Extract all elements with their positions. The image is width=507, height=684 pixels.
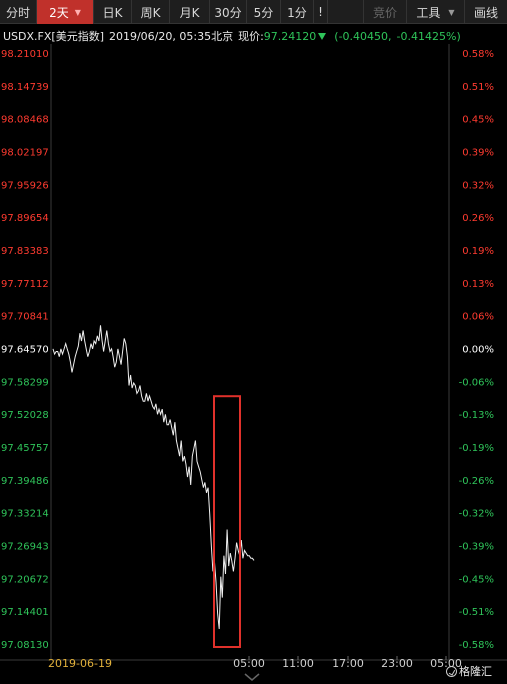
price-label: 现价: <box>238 30 264 43</box>
more-button[interactable]: ! <box>314 0 328 24</box>
tab-day-k[interactable]: 日K <box>94 0 132 24</box>
draw-line-button[interactable]: 画线 <box>465 0 507 24</box>
tab-timeshare-label: 分时 <box>5 5 30 20</box>
x-tick-label: 17:00 <box>332 657 364 670</box>
pct-tick-label: -0.13% <box>459 410 494 421</box>
intraday-price-chart[interactable]: 98.21010 0.58% 98.14739 0.51% 98.08468 0.45% 9… <box>0 44 507 680</box>
y-tick-label: 97.95926 <box>1 180 49 191</box>
tab-30min-label: 30分 <box>214 5 242 20</box>
tools-dropdown[interactable]: 工具 ▼ <box>407 0 465 24</box>
pct-tick-label: -0.19% <box>459 443 494 454</box>
price-change: (-0.40450, <box>334 29 392 43</box>
toolbar-spacer <box>328 0 363 23</box>
y-tick-label: 97.14401 <box>1 607 49 618</box>
pct-tick-label: 0.00% <box>462 345 494 356</box>
tab-month-k[interactable]: 月K <box>170 0 210 24</box>
price-line <box>52 325 255 630</box>
pct-tick-label: 0.06% <box>462 312 494 323</box>
tab-5min[interactable]: 5分 <box>247 0 281 24</box>
tab-1min[interactable]: 1分 <box>281 0 314 24</box>
pct-tick-label: -0.32% <box>459 509 494 520</box>
pct-tick-label: -0.51% <box>459 607 494 618</box>
y-tick-label: 97.20672 <box>1 574 49 585</box>
x-tick-label: 2019-06-19 <box>48 657 112 670</box>
auction-label: 竞价 <box>372 5 397 20</box>
quote-datetime: 2019/06/20, 05:35北京 <box>108 30 234 43</box>
pct-tick-label: 0.39% <box>462 147 494 158</box>
y-tick-label: 98.21010 <box>1 49 49 60</box>
auction-button[interactable]: 竞价 <box>363 0 407 24</box>
x-tick-label: 11:00 <box>282 657 314 670</box>
tab-30min[interactable]: 30分 <box>210 0 247 24</box>
x-tick-label: 23:00 <box>381 657 413 670</box>
tab-week-k[interactable]: 周K <box>132 0 170 24</box>
pct-tick-label: 0.32% <box>462 180 494 191</box>
pct-tick-label: 0.45% <box>462 115 494 126</box>
arrow-down-icon <box>318 32 327 40</box>
toolbar: 分时 2天 ▼ 日K 周K 月K 30分 5分 1分 ! 竞价 工具 ▼ 画线 <box>0 0 507 24</box>
highlight-box <box>213 395 241 649</box>
y-tick-label: 97.77112 <box>1 279 49 290</box>
watermark-text: 格隆汇 <box>459 665 492 678</box>
pct-tick-label: -0.06% <box>459 377 494 388</box>
pct-tick-label: -0.45% <box>459 574 494 585</box>
more-label: ! <box>318 5 323 19</box>
current-price: 97.24120 <box>263 29 317 43</box>
tab-two-day-label: 2天 <box>49 5 69 20</box>
tab-1min-label: 1分 <box>287 5 307 20</box>
tab-5min-label: 5分 <box>253 5 274 20</box>
tab-month-k-label: 月K <box>179 5 200 20</box>
price-change-pct: -0.41425%) <box>396 29 461 43</box>
pct-tick-label: 0.13% <box>462 279 494 290</box>
pct-tick-label: -0.26% <box>459 476 494 487</box>
draw-line-label: 画线 <box>473 5 498 20</box>
y-tick-label: 97.70841 <box>1 312 49 323</box>
y-tick-label: 97.39486 <box>1 476 49 487</box>
pct-tick-label: 0.51% <box>462 82 494 93</box>
tab-day-k-label: 日K <box>102 5 123 20</box>
pct-tick-label: 0.26% <box>462 213 494 224</box>
x-tick-label: 05:00 <box>233 657 265 670</box>
y-tick-label: 97.83383 <box>1 246 49 257</box>
tab-timeshare[interactable]: 分时 <box>0 0 37 24</box>
y-tick-label: 97.58299 <box>1 377 49 388</box>
pct-tick-label: -0.39% <box>459 542 494 553</box>
y-tick-label: 97.45757 <box>1 443 49 454</box>
pct-tick-label: 0.58% <box>462 49 494 60</box>
pct-tick-label: -0.58% <box>459 640 494 651</box>
y-tick-label: 98.02197 <box>1 147 49 158</box>
y-tick-label: 97.89654 <box>1 213 49 224</box>
symbol-name: USDX.FX[美元指数] <box>3 30 104 43</box>
pct-tick-label: 0.19% <box>462 246 494 257</box>
collapse-handle-icon[interactable] <box>242 672 262 682</box>
y-tick-label: 97.52028 <box>1 410 49 421</box>
y-tick-label: 98.14739 <box>1 82 49 93</box>
watermark: 格隆汇 <box>446 663 492 679</box>
y-tick-label: 97.08130 <box>1 640 49 651</box>
caret-down-icon: ▼ <box>448 7 455 17</box>
watermark-logo-icon <box>446 665 457 677</box>
tab-week-k-label: 周K <box>140 5 161 20</box>
y-tick-label: 97.64570 <box>1 345 49 356</box>
tools-label: 工具 <box>416 5 441 20</box>
y-tick-label: 97.26943 <box>1 542 49 553</box>
y-tick-label: 98.08468 <box>1 115 49 126</box>
caret-down-icon: ▼ <box>74 7 81 17</box>
quote-info-line: USDX.FX[美元指数] 2019/06/20, 05:35北京 现价: 97… <box>3 26 461 46</box>
y-tick-label: 97.33214 <box>1 509 49 520</box>
tab-two-day[interactable]: 2天 ▼ <box>37 0 94 24</box>
